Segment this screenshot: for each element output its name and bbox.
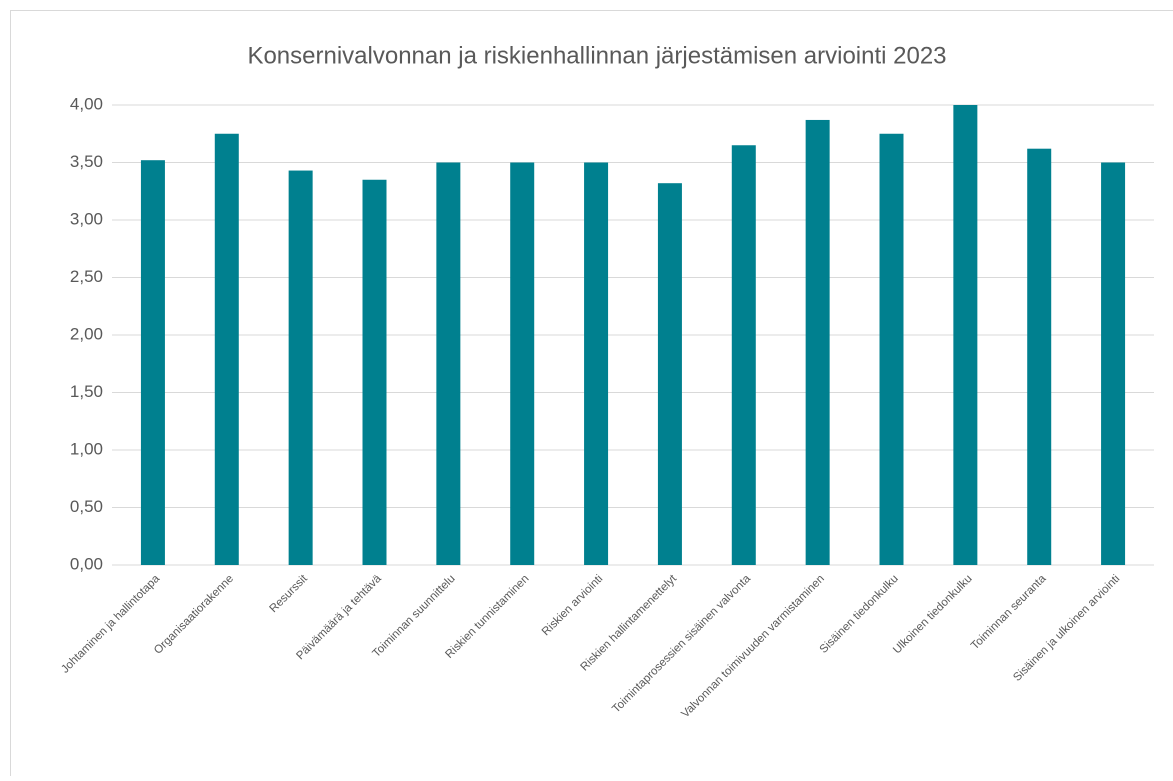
bar [1101,163,1125,566]
bar [806,120,830,565]
bar [732,145,756,565]
y-tick-label: 4,00 [70,94,103,113]
chart-title: Konsernivalvonnan ja riskienhallinnan jä… [247,42,946,69]
y-tick-label: 0,50 [70,497,103,516]
bar [363,180,387,565]
y-tick-label: 1,00 [70,439,103,458]
y-tick-label: 1,50 [70,382,103,401]
bar [510,163,534,566]
y-tick-label: 3,00 [70,209,103,228]
bar [658,183,682,565]
bar [215,134,239,565]
bar [1027,149,1051,565]
bar [141,160,165,565]
y-tick-label: 0,00 [70,554,103,573]
bar [953,105,977,565]
y-tick-label: 3,50 [70,152,103,171]
y-tick-label: 2,00 [70,324,103,343]
bar [289,171,313,565]
bar [584,163,608,566]
bar [880,134,904,565]
y-tick-label: 2,50 [70,267,103,286]
bar [436,163,460,566]
